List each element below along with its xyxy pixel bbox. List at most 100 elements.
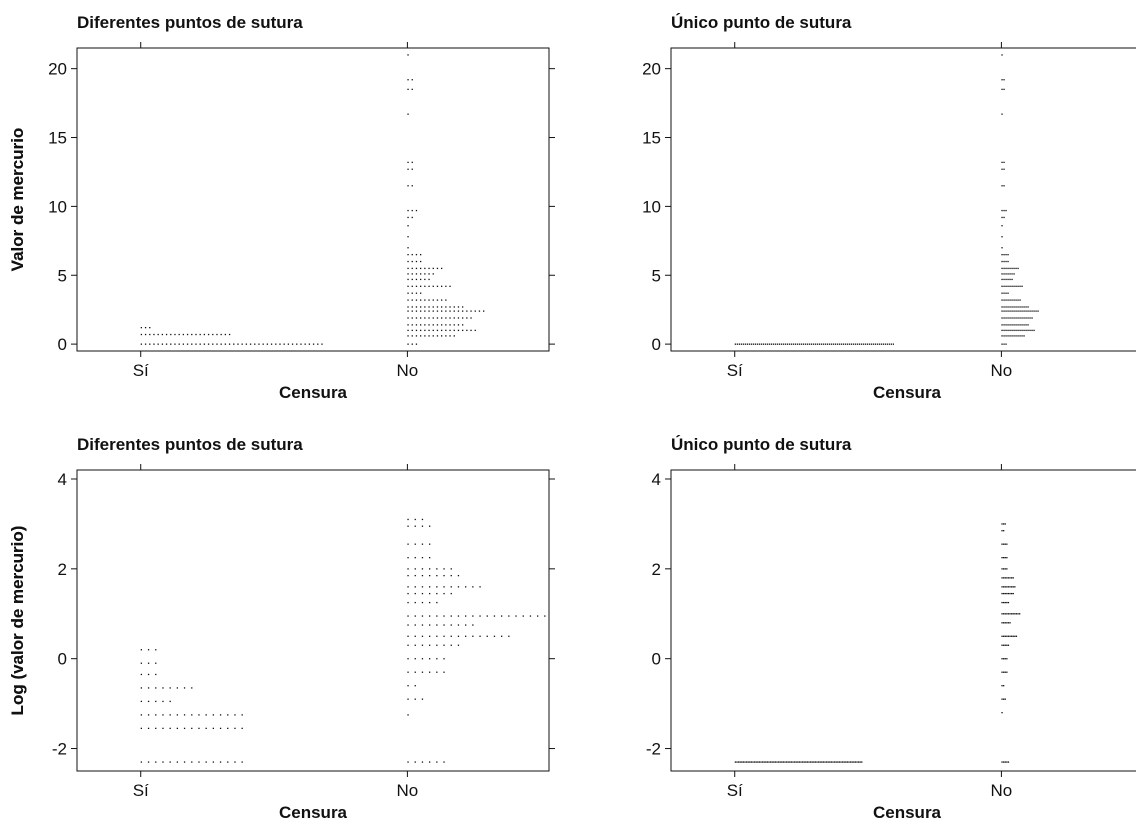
data-dot <box>140 673 143 676</box>
data-dot <box>407 624 409 626</box>
data-dot <box>1006 592 1008 595</box>
data-dot <box>436 329 439 332</box>
data-dot <box>776 343 779 345</box>
data-dot <box>1021 285 1023 287</box>
data-dot <box>856 343 859 345</box>
data-dot <box>407 306 409 308</box>
data-dot <box>1013 335 1015 337</box>
data-dot <box>479 615 481 617</box>
data-dot <box>1001 299 1003 301</box>
data-dot <box>420 273 422 275</box>
data-dot <box>1015 324 1017 326</box>
data-dot <box>785 761 788 763</box>
data-dot <box>1029 329 1031 332</box>
data-dot <box>1003 216 1005 219</box>
data-dot <box>421 557 424 559</box>
data-dot <box>772 343 775 345</box>
data-dot <box>1007 292 1009 294</box>
data-dot <box>1012 592 1014 595</box>
data-dot <box>782 761 785 763</box>
data-dot <box>820 343 823 345</box>
plot-frame <box>670 469 1136 772</box>
data-dot <box>800 761 802 763</box>
data-dot <box>1003 299 1005 301</box>
data-dot <box>1006 586 1008 588</box>
data-dot <box>1004 592 1006 595</box>
data-dot <box>441 306 443 308</box>
data-dot <box>1003 622 1005 624</box>
data-dot <box>874 343 877 345</box>
data-dot <box>234 714 236 716</box>
data-dot <box>436 335 439 337</box>
data-dot <box>415 260 418 263</box>
data-dot <box>144 333 147 336</box>
data-dot <box>220 343 222 345</box>
data-dot <box>445 299 447 301</box>
data-dot <box>1001 225 1003 227</box>
data-dot <box>457 574 460 577</box>
data-dot <box>890 343 893 345</box>
data-dot <box>407 644 409 646</box>
data-dot <box>436 615 438 617</box>
data-dot <box>1019 317 1021 319</box>
data-dot <box>457 317 460 319</box>
y-tick-label: 0 <box>652 650 661 669</box>
data-dot <box>858 343 861 345</box>
data-dot <box>443 568 445 570</box>
data-dot <box>149 343 151 345</box>
data-dot <box>407 88 409 91</box>
data-dot <box>1011 335 1013 337</box>
data-dot <box>441 267 443 270</box>
data-dot <box>736 761 738 763</box>
data-dot <box>207 333 210 336</box>
data-dot <box>414 574 416 577</box>
data-dot <box>1011 299 1013 301</box>
data-dot <box>768 761 770 763</box>
data-dot <box>486 635 488 637</box>
data-dot <box>1001 644 1003 646</box>
y-tick-label: 15 <box>642 129 661 148</box>
dot-series-Sí <box>734 761 863 763</box>
data-dot <box>1005 260 1007 263</box>
data-dot <box>465 635 467 637</box>
data-dot <box>814 761 817 763</box>
data-dot <box>436 601 438 604</box>
data-dot <box>411 343 413 345</box>
data-dot <box>1005 273 1007 275</box>
data-dot <box>1006 622 1008 624</box>
data-dot <box>1007 644 1010 646</box>
data-dot <box>407 343 409 345</box>
data-dot <box>739 761 741 763</box>
data-dot <box>411 260 413 263</box>
data-dot <box>407 658 409 660</box>
data-dot <box>161 333 164 336</box>
data-dot <box>755 761 757 763</box>
data-dot <box>784 343 787 345</box>
data-dot <box>428 335 430 337</box>
data-dot <box>241 761 243 763</box>
y-tick-label: 0 <box>652 335 661 354</box>
data-dot <box>1007 260 1009 263</box>
data-dot <box>1003 635 1005 637</box>
data-dot <box>472 586 474 588</box>
data-dot <box>753 761 756 763</box>
data-dot <box>1003 79 1005 81</box>
data-dot <box>407 278 409 281</box>
data-dot <box>1007 324 1009 326</box>
data-dot <box>765 761 767 763</box>
data-dot <box>750 761 753 763</box>
data-dot <box>449 335 451 337</box>
data-dot <box>258 343 260 345</box>
data-dot <box>224 333 227 336</box>
data-dot <box>414 557 416 559</box>
data-dot <box>415 329 418 332</box>
data-dot <box>1031 329 1033 332</box>
data-dot <box>816 343 819 345</box>
data-dot <box>764 343 767 345</box>
data-dot <box>1015 335 1017 337</box>
data-dot <box>420 260 422 263</box>
data-dot <box>453 310 455 312</box>
data-dot <box>407 525 409 527</box>
data-dot <box>774 761 777 763</box>
data-dot <box>1001 568 1003 570</box>
